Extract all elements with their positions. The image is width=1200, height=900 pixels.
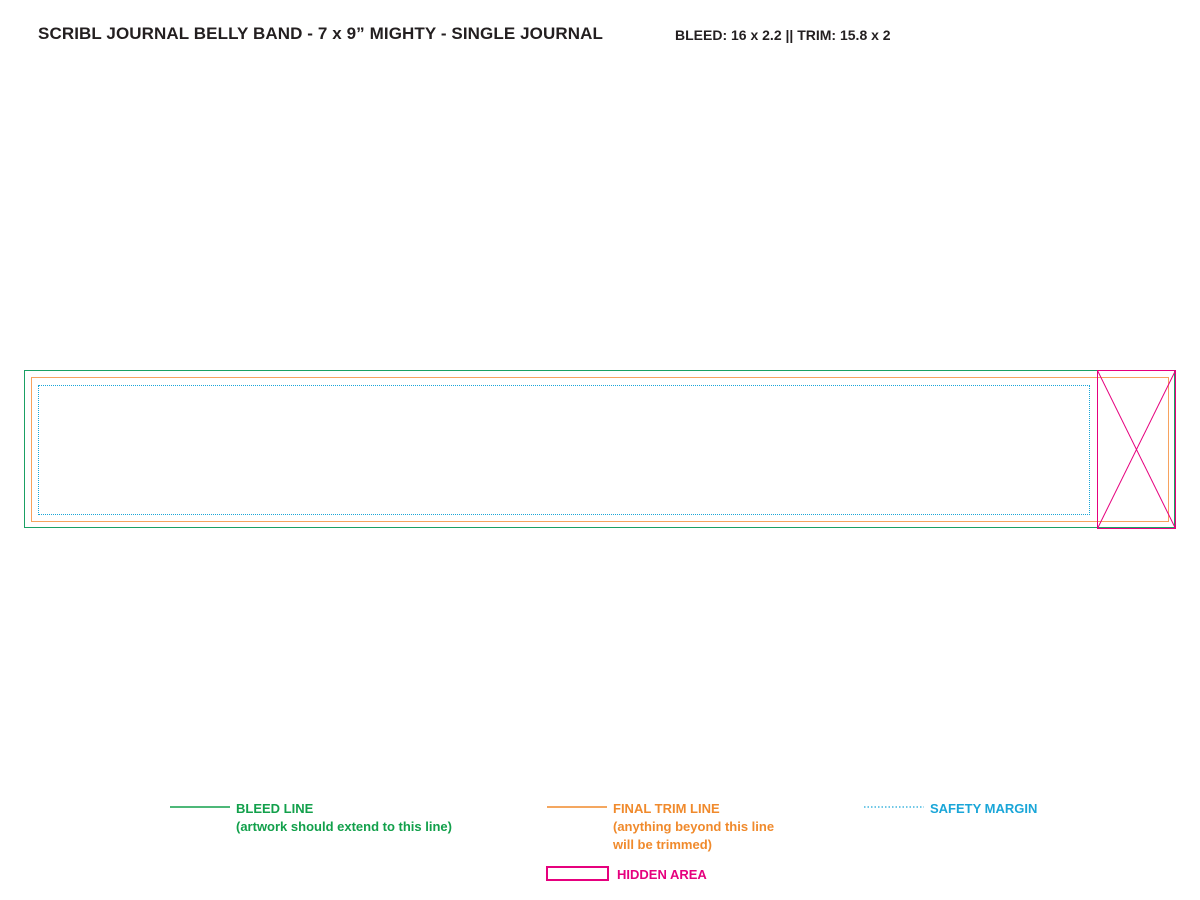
legend-bleed-note: (artwork should extend to this line) (236, 819, 452, 834)
legend-safety: SAFETY MARGIN (930, 800, 1037, 818)
legend-bleed: BLEED LINE (artwork should extend to thi… (236, 800, 452, 836)
page-title: SCRIBL JOURNAL BELLY BAND - 7 x 9” MIGHT… (38, 24, 603, 43)
bleed-line-outline (24, 370, 1175, 528)
legend-safety-label: SAFETY MARGIN (930, 801, 1038, 816)
legend-bleed-label: BLEED LINE (236, 801, 314, 816)
legend-trim: FINAL TRIM LINE (anything beyond this li… (613, 800, 774, 854)
dimensions-spec: BLEED: 16 x 2.2 || TRIM: 15.8 x 2 (675, 27, 891, 43)
legend-trim-note-1: (anything beyond this line (613, 819, 775, 834)
legend-trim-label: FINAL TRIM LINE (613, 801, 720, 816)
legend-hidden: HIDDEN AREA (617, 866, 707, 884)
bleed-line-swatch (170, 806, 230, 808)
trim-line-swatch (547, 806, 607, 808)
hidden-area-swatch (546, 866, 609, 881)
safety-margin-outline (38, 385, 1090, 515)
legend-hidden-label: HIDDEN AREA (617, 867, 707, 882)
legend-trim-note-2: will be trimmed) (613, 837, 712, 852)
safety-margin-swatch (864, 806, 924, 808)
hidden-area-box (1097, 370, 1176, 529)
trim-line-outline (31, 377, 1169, 522)
